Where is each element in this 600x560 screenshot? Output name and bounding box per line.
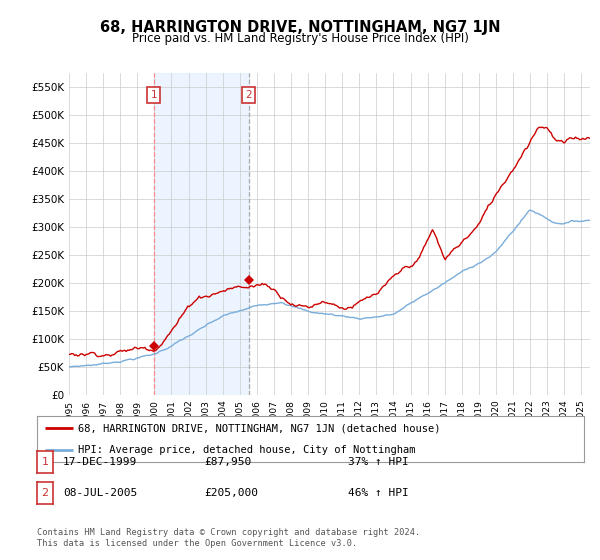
Text: 1: 1 <box>151 90 157 100</box>
Text: 37% ↑ HPI: 37% ↑ HPI <box>348 457 409 467</box>
Text: 46% ↑ HPI: 46% ↑ HPI <box>348 488 409 498</box>
Text: 17-DEC-1999: 17-DEC-1999 <box>63 457 137 467</box>
Text: £205,000: £205,000 <box>204 488 258 498</box>
Text: Contains HM Land Registry data © Crown copyright and database right 2024.
This d: Contains HM Land Registry data © Crown c… <box>37 528 421 548</box>
Bar <box>154 73 248 395</box>
Text: £87,950: £87,950 <box>204 457 251 467</box>
Text: 2: 2 <box>41 488 49 498</box>
Text: 08-JUL-2005: 08-JUL-2005 <box>63 488 137 498</box>
Text: 2: 2 <box>245 90 252 100</box>
Text: 68, HARRINGTON DRIVE, NOTTINGHAM, NG7 1JN (detached house): 68, HARRINGTON DRIVE, NOTTINGHAM, NG7 1J… <box>78 423 441 433</box>
Text: Price paid vs. HM Land Registry's House Price Index (HPI): Price paid vs. HM Land Registry's House … <box>131 32 469 45</box>
Text: HPI: Average price, detached house, City of Nottingham: HPI: Average price, detached house, City… <box>78 445 416 455</box>
Text: 68, HARRINGTON DRIVE, NOTTINGHAM, NG7 1JN: 68, HARRINGTON DRIVE, NOTTINGHAM, NG7 1J… <box>100 20 500 35</box>
Text: 1: 1 <box>41 457 49 467</box>
